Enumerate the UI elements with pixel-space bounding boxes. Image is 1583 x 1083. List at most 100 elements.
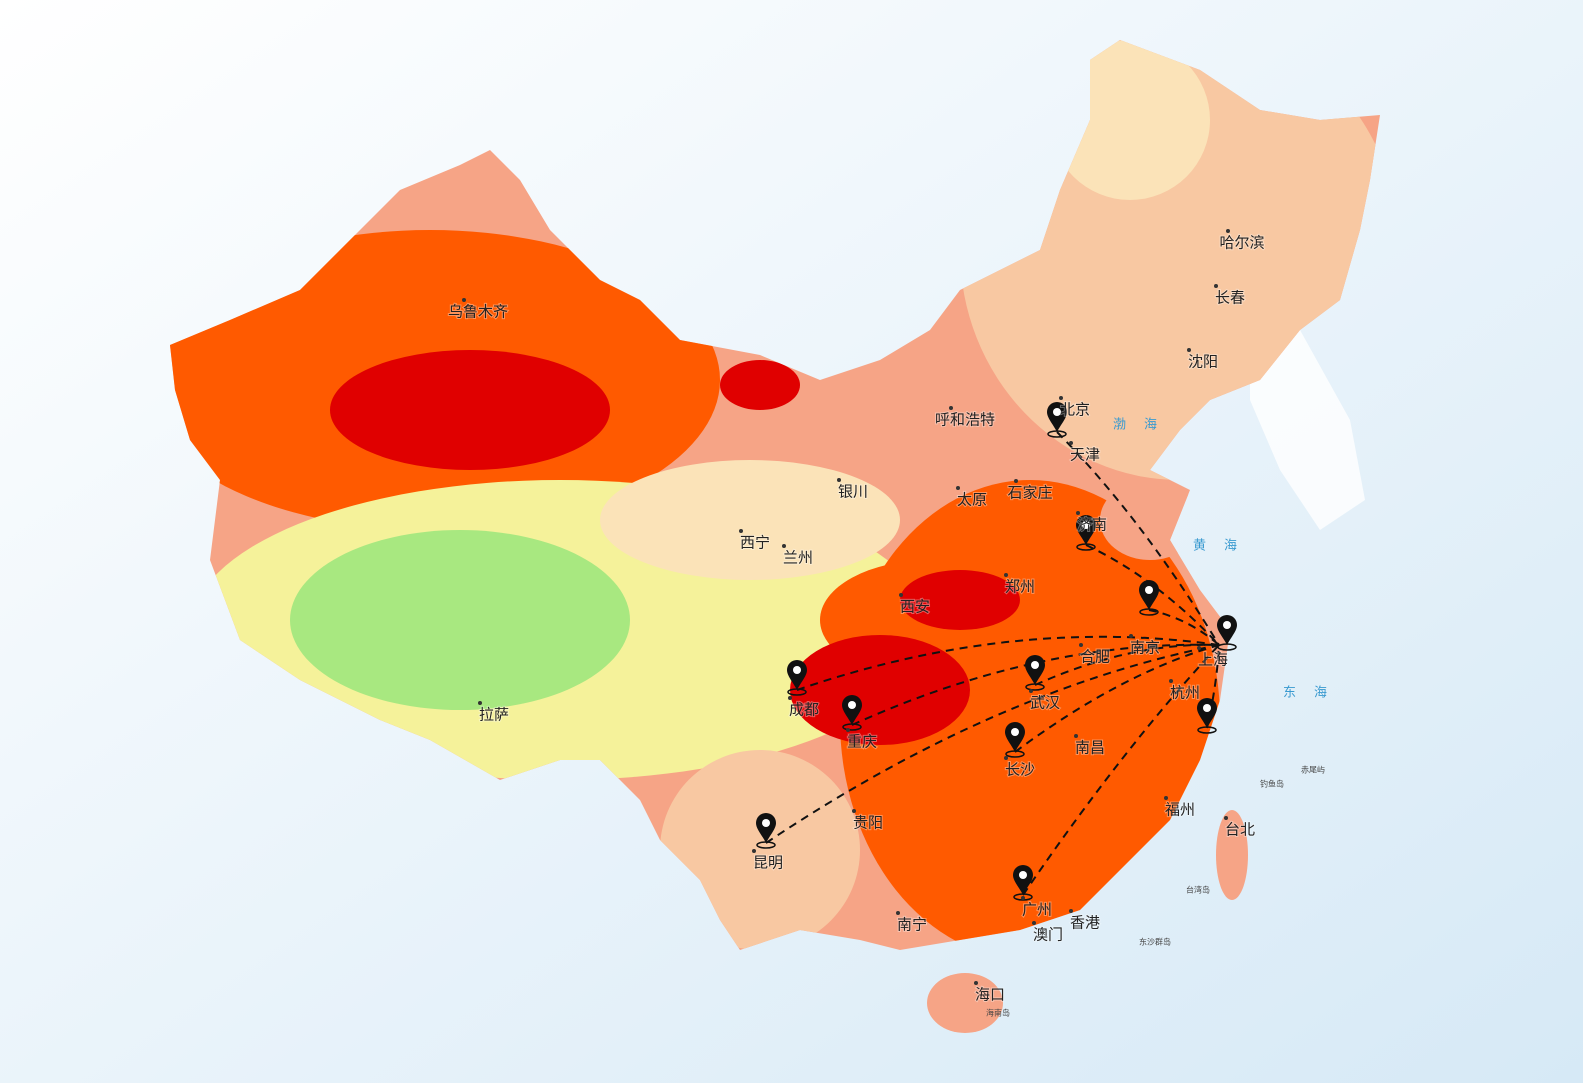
city-label: 南宁 — [897, 916, 927, 934]
korea — [1250, 300, 1365, 530]
city-dot — [1214, 284, 1218, 288]
city-dot — [1032, 921, 1036, 925]
city-dot — [1079, 643, 1083, 647]
city-dot — [956, 486, 960, 490]
city-label: 石家庄 — [1007, 484, 1052, 502]
island-label: 台湾岛 — [1186, 885, 1210, 895]
city-dot — [899, 593, 903, 597]
city-dot — [1187, 348, 1191, 352]
city-dot — [1014, 479, 1018, 483]
city-label: 济南 — [1077, 516, 1107, 534]
pin — [1025, 655, 1045, 685]
city-dot — [739, 529, 743, 533]
city-label: 太原 — [957, 491, 987, 509]
city-label: 武汉 — [1030, 694, 1060, 712]
city-dot — [1197, 646, 1201, 650]
city-label: 乌鲁木齐 — [448, 303, 508, 321]
city-dot — [1069, 441, 1073, 445]
pin — [1005, 722, 1025, 752]
city-label: 北京 — [1060, 401, 1090, 419]
city-label: 重庆 — [847, 733, 877, 751]
hainan — [927, 973, 1003, 1033]
city-dot — [974, 981, 978, 985]
city-dot — [1226, 229, 1230, 233]
city-label: 南昌 — [1075, 739, 1105, 757]
pin-hole — [793, 666, 801, 674]
city-label: 长春 — [1215, 289, 1245, 307]
city-dot — [852, 809, 856, 813]
city-label: 广州 — [1022, 901, 1052, 919]
route-line — [1014, 644, 1220, 753]
city-dot — [1074, 734, 1078, 738]
city-label: 长沙 — [1005, 761, 1035, 779]
pin-hole — [1145, 586, 1153, 594]
pin — [1076, 515, 1096, 545]
pin — [1047, 402, 1067, 432]
pin — [787, 660, 807, 690]
route-line — [765, 644, 1220, 844]
island-label: 钓鱼岛 — [1260, 779, 1284, 789]
pin — [1197, 698, 1217, 728]
city-label: 拉萨 — [479, 706, 509, 724]
pin-hole — [1082, 521, 1090, 529]
island-label: 东沙群岛 — [1139, 937, 1171, 947]
city-label: 南京 — [1130, 639, 1160, 657]
city-dot — [788, 696, 792, 700]
city-label: 沈阳 — [1188, 353, 1218, 371]
city-label: 呼和浩特 — [935, 411, 995, 429]
city-label: 贵阳 — [853, 814, 883, 832]
pin — [1217, 615, 1237, 645]
city-dot — [1164, 796, 1168, 800]
city-dot — [782, 544, 786, 548]
city-label: 香港 — [1070, 914, 1100, 932]
route-line — [1034, 643, 1220, 686]
pin — [842, 695, 862, 725]
city-dot — [1069, 909, 1073, 913]
city-label: 天津 — [1070, 446, 1100, 464]
pin-hole — [1053, 408, 1061, 416]
sea-label: 渤海 — [1113, 417, 1175, 433]
city-label: 成都 — [789, 701, 819, 719]
city-dot — [1004, 756, 1008, 760]
city-dot — [1169, 679, 1173, 683]
city-label: 西宁 — [740, 534, 770, 552]
route-line — [1206, 644, 1220, 729]
pin — [756, 813, 776, 843]
pin — [1139, 580, 1159, 610]
island-label: 赤尾屿 — [1301, 766, 1325, 775]
city-dot — [1224, 816, 1228, 820]
city-dot — [837, 478, 841, 482]
city-label: 合肥 — [1080, 648, 1110, 666]
pin — [1013, 865, 1033, 895]
sea-label: 黄海 — [1193, 539, 1255, 554]
city-dot — [752, 849, 756, 853]
city-dot — [1129, 634, 1133, 638]
city-label: 杭州 — [1170, 684, 1200, 702]
city-dot — [1021, 896, 1025, 900]
pin-hole — [762, 819, 770, 827]
city-label: 台北 — [1225, 821, 1255, 839]
city-label: 上海 — [1198, 651, 1228, 669]
city-dot — [1076, 511, 1080, 515]
pin-hole — [1011, 728, 1019, 736]
pins — [756, 402, 1237, 901]
route-line — [1085, 544, 1220, 646]
pin-hole — [1223, 621, 1231, 629]
city-dot — [478, 701, 482, 705]
pin-hole — [1203, 704, 1211, 712]
route-line — [1148, 609, 1220, 646]
city-label: 西安 — [900, 598, 930, 616]
city-label: 哈尔滨 — [1219, 234, 1264, 252]
city-dot — [1059, 396, 1063, 400]
pin-hole — [848, 701, 856, 709]
pin-hole — [1019, 871, 1027, 879]
city-label: 银川 — [838, 483, 868, 501]
city-label: 昆明 — [753, 854, 783, 872]
city-dot — [846, 728, 850, 732]
city-dot — [896, 911, 900, 915]
city-label: 海口 — [975, 986, 1005, 1004]
pin-hole — [1031, 661, 1039, 669]
city-dot — [1004, 573, 1008, 577]
